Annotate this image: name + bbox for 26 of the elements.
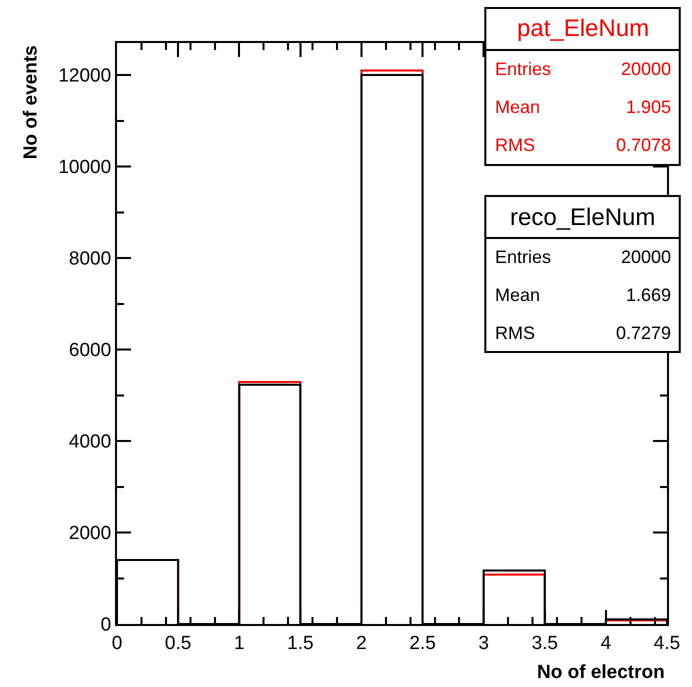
text: Mean 1.669 — [495, 285, 672, 305]
y-tick-label: 2000 — [68, 523, 112, 544]
x-tick-label: 2.5 — [409, 632, 436, 654]
text: RMS 0.7078 — [495, 135, 672, 155]
y-tick-label: 6000 — [68, 340, 112, 362]
x-tick-label: 0.5 — [164, 632, 192, 654]
x-axis-title: No of electron — [537, 662, 665, 683]
y-axis-title: No of events — [20, 45, 42, 160]
text: reco_EleNum — [510, 204, 656, 231]
text: pat_EleNum — [517, 15, 650, 42]
x-tick-label: 2 — [356, 632, 367, 654]
x-tick-label: 4.5 — [654, 632, 680, 654]
x-tick-label: 3.5 — [532, 632, 558, 654]
y-tick-label: 0 — [100, 614, 112, 636]
x-tick-label: 1.5 — [287, 632, 314, 654]
y-tick-label: 12000 — [58, 66, 112, 87]
y-tick-label: 10000 — [58, 157, 112, 178]
text: Mean 1.905 — [495, 97, 672, 117]
x-tick-label: 1 — [234, 632, 245, 654]
text: Entries 20000 — [495, 59, 672, 79]
y-tick-label: 4000 — [68, 432, 112, 453]
x-tick-label: 4 — [600, 632, 612, 654]
x-tick-label: 3 — [478, 632, 489, 654]
y-tick-label: 8000 — [68, 248, 112, 270]
text: Entries 20000 — [495, 247, 672, 267]
text: RMS 0.7279 — [495, 323, 672, 343]
